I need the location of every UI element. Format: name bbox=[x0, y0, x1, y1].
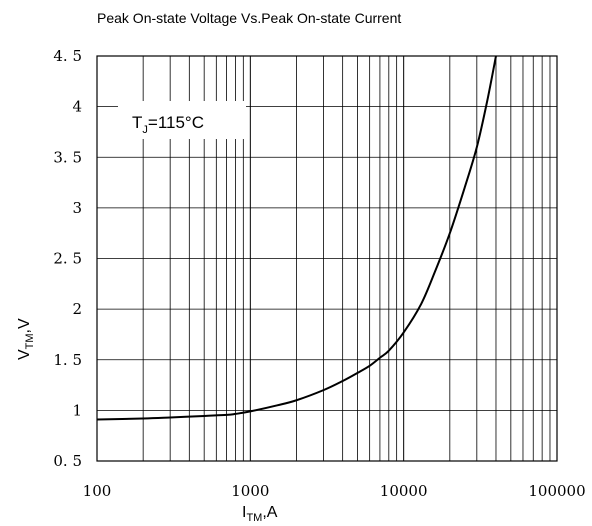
x-tick-label: 10000 bbox=[380, 482, 428, 500]
x-axis-label: ITM,A bbox=[242, 504, 278, 524]
y-axis-label: VTM,V bbox=[16, 318, 36, 360]
y-tick-label: 4 bbox=[72, 98, 82, 116]
y-tick-label: 2. 5 bbox=[53, 250, 82, 268]
annotation-box bbox=[118, 101, 246, 139]
x-tick-labels: 100 1000 10000 100000 bbox=[83, 482, 586, 500]
x-tick-label: 1000 bbox=[231, 482, 269, 500]
y-tick-label: 0. 5 bbox=[53, 452, 82, 470]
y-tick-label: 2 bbox=[72, 300, 82, 318]
y-tick-label: 1. 5 bbox=[53, 351, 82, 369]
y-tick-labels: 0. 5 1 1. 5 2 2. 5 3 3. 5 4 4. 5 bbox=[53, 47, 82, 470]
y-tick-label: 3 bbox=[72, 199, 82, 217]
annotation-label: TJ=115°C bbox=[132, 113, 204, 136]
x-tick-label: 100000 bbox=[528, 482, 585, 500]
plot-frame bbox=[96, 55, 558, 462]
y-tick-label: 3. 5 bbox=[53, 148, 82, 166]
y-tick-label: 4. 5 bbox=[53, 47, 82, 65]
chart-title: Peak On-state Voltage Vs.Peak On-state C… bbox=[97, 10, 401, 26]
y-tick-label: 1 bbox=[72, 401, 82, 419]
series-line bbox=[96, 55, 497, 421]
x-tick-label: 100 bbox=[83, 482, 112, 500]
